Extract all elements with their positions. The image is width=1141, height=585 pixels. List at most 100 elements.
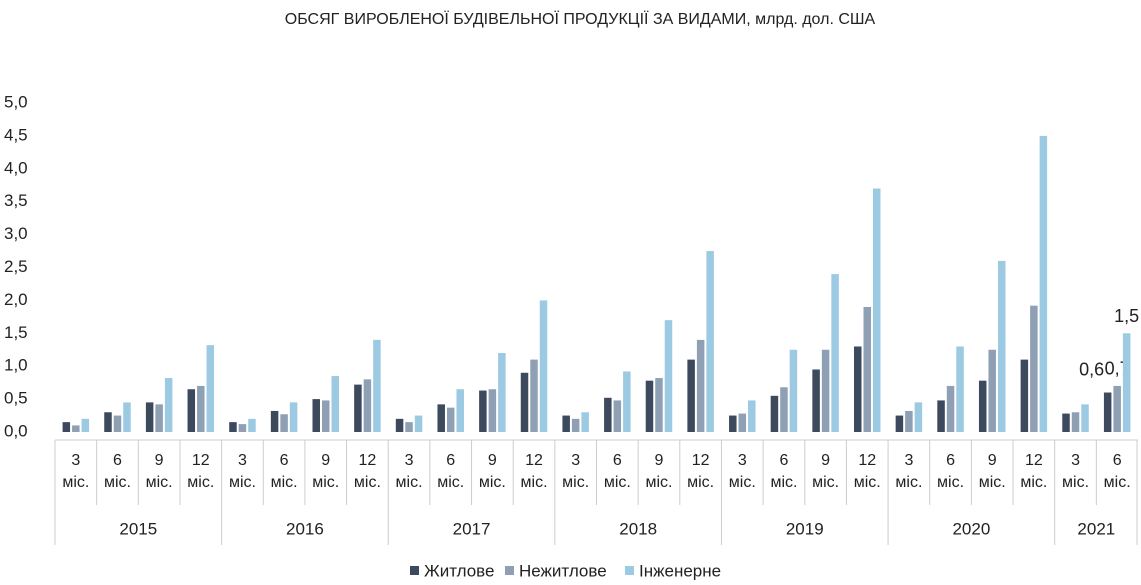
bar bbox=[581, 412, 589, 432]
y-tick-label: 4,0 bbox=[4, 158, 28, 177]
group-label: 2018 bbox=[619, 519, 657, 538]
bar bbox=[873, 188, 881, 432]
bar bbox=[1081, 404, 1089, 432]
bar bbox=[571, 418, 580, 432]
bar bbox=[164, 378, 173, 432]
x-tick-label: 6 міс. bbox=[437, 452, 465, 491]
x-tick-label: 6 міс. bbox=[270, 452, 298, 491]
x-tick-label: 9 міс. bbox=[812, 452, 840, 491]
bar bbox=[946, 385, 955, 432]
x-tick-label: 9 міс. bbox=[978, 452, 1006, 491]
group-label: 2019 bbox=[786, 519, 824, 538]
bar bbox=[446, 407, 455, 432]
bar bbox=[687, 359, 695, 432]
bar bbox=[738, 413, 747, 432]
bar bbox=[312, 399, 320, 432]
x-tick-label: 6 міс. bbox=[1103, 452, 1131, 491]
bar bbox=[655, 378, 663, 432]
bar bbox=[789, 349, 798, 432]
x-tick-label: 12 міс. bbox=[853, 452, 881, 491]
group-label: 2017 bbox=[453, 519, 491, 538]
bar bbox=[206, 345, 215, 432]
bar bbox=[479, 390, 487, 432]
bar bbox=[520, 372, 529, 432]
bar bbox=[414, 415, 423, 432]
y-tick-label: 5,0 bbox=[4, 92, 28, 111]
bar bbox=[280, 414, 288, 432]
bar bbox=[821, 349, 830, 432]
y-tick-label: 2,0 bbox=[4, 290, 28, 309]
data-label: 0,6 bbox=[1079, 359, 1104, 379]
bar bbox=[113, 415, 122, 432]
data-label: 1,5 bbox=[1114, 306, 1139, 326]
bar bbox=[1103, 392, 1112, 432]
bar bbox=[988, 349, 996, 432]
bar bbox=[664, 320, 673, 432]
bar bbox=[1122, 333, 1131, 432]
x-tick-label: 6 міс. bbox=[937, 452, 965, 491]
y-tick-label: 4,5 bbox=[4, 125, 28, 144]
bar bbox=[62, 422, 71, 432]
bar bbox=[978, 380, 987, 432]
bar bbox=[270, 410, 279, 432]
bar bbox=[956, 346, 964, 432]
x-tick-label: 6 міс. bbox=[603, 452, 631, 491]
bar bbox=[780, 387, 788, 432]
bar bbox=[1020, 359, 1029, 432]
x-tick-label: 9 міс. bbox=[645, 452, 673, 491]
bar bbox=[437, 404, 445, 432]
x-tick-label: 9 міс. bbox=[478, 452, 506, 491]
bar bbox=[748, 400, 756, 432]
bar bbox=[937, 400, 945, 432]
bar bbox=[395, 418, 404, 432]
y-tick-label: 3,5 bbox=[4, 191, 28, 210]
bar bbox=[488, 389, 497, 432]
bar bbox=[354, 384, 362, 432]
bar bbox=[613, 400, 622, 432]
x-tick-label: 6 міс. bbox=[770, 452, 798, 491]
x-tick-label: 12 міс. bbox=[187, 452, 215, 491]
x-tick-label: 12 міс. bbox=[687, 452, 715, 491]
y-tick-label: 0,5 bbox=[4, 389, 28, 408]
bar bbox=[562, 415, 570, 432]
bar bbox=[331, 376, 339, 432]
x-tick-label: 3 міс. bbox=[562, 452, 590, 491]
y-tick-label: 0,0 bbox=[4, 421, 28, 440]
bar bbox=[863, 306, 871, 432]
bar bbox=[770, 395, 779, 432]
bar bbox=[604, 397, 612, 432]
bar bbox=[104, 412, 112, 432]
bar bbox=[831, 274, 839, 432]
bar bbox=[539, 300, 548, 432]
bar bbox=[145, 402, 154, 432]
legend-label: Інженерне bbox=[639, 561, 721, 580]
bar bbox=[322, 400, 330, 432]
bar bbox=[696, 339, 705, 432]
x-tick-label: 12 міс. bbox=[1020, 452, 1048, 491]
bar bbox=[289, 402, 298, 432]
bar bbox=[706, 251, 714, 432]
legend-label: Нежитлове bbox=[519, 561, 607, 580]
bar bbox=[456, 389, 464, 432]
bar bbox=[123, 402, 131, 432]
bar bbox=[623, 371, 631, 432]
bar bbox=[1113, 385, 1121, 432]
bar bbox=[645, 380, 654, 432]
bar bbox=[854, 346, 862, 432]
group-label: 2021 bbox=[1077, 519, 1115, 538]
bar bbox=[914, 402, 923, 432]
legend-swatch bbox=[505, 566, 514, 575]
bar bbox=[895, 415, 904, 432]
bar bbox=[248, 418, 256, 432]
x-tick-label: 3 міс. bbox=[395, 452, 423, 491]
x-tick-label: 6 міс. bbox=[103, 452, 131, 491]
bar bbox=[363, 379, 372, 432]
x-tick-label: 3 міс. bbox=[1062, 452, 1090, 491]
chart-title: ОБСЯГ ВИРОБЛЕНОЇ БУДІВЕЛЬНОЇ ПРОДУКЦІЇ З… bbox=[285, 10, 876, 28]
bar bbox=[729, 415, 737, 432]
bar bbox=[812, 369, 820, 432]
group-label: 2015 bbox=[119, 519, 157, 538]
x-tick-label: 3 міс. bbox=[895, 452, 923, 491]
x-tick-label: 12 міс. bbox=[353, 452, 381, 491]
